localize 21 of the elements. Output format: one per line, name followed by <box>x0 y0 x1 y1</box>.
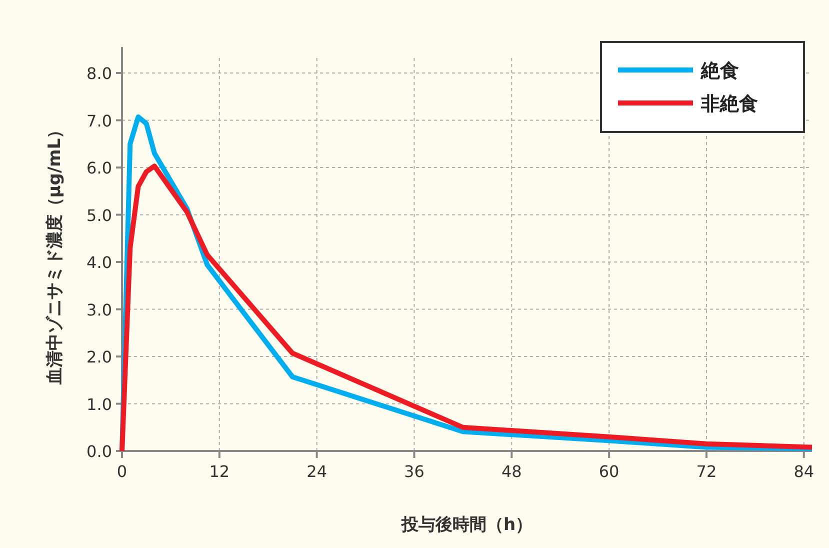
y-tick-label: 7.0 <box>86 111 112 130</box>
y-axis-title: 血清中ゾニサミド濃度（μg/mL） <box>45 121 65 386</box>
y-tick-label: 8.0 <box>86 64 112 83</box>
y-tick-label: 6.0 <box>86 158 112 178</box>
x-tick-label: 0 <box>116 462 128 481</box>
x-tick-label: 24 <box>306 462 328 481</box>
y-tick-label: 2.0 <box>86 348 112 366</box>
legend-label: 非絶食 <box>700 93 758 115</box>
x-tick-label: 84 <box>794 462 814 481</box>
legend-label: 絶食 <box>700 60 739 82</box>
x-tick-label: 36 <box>404 462 424 481</box>
x-tick-label: 48 <box>501 462 522 481</box>
x-tick-label: 60 <box>598 462 620 481</box>
y-tick-label: 3.0 <box>86 300 112 320</box>
y-tick-label: 1.0 <box>86 394 112 414</box>
x-axis-title: 投与後時間（h） <box>400 515 533 535</box>
x-tick-label: 12 <box>209 462 230 481</box>
x-tick-label: 72 <box>696 462 717 481</box>
y-tick-label: 0.0 <box>86 442 112 461</box>
y-tick-label: 4.0 <box>86 253 112 272</box>
y-tick-label: 5.0 <box>86 206 112 225</box>
